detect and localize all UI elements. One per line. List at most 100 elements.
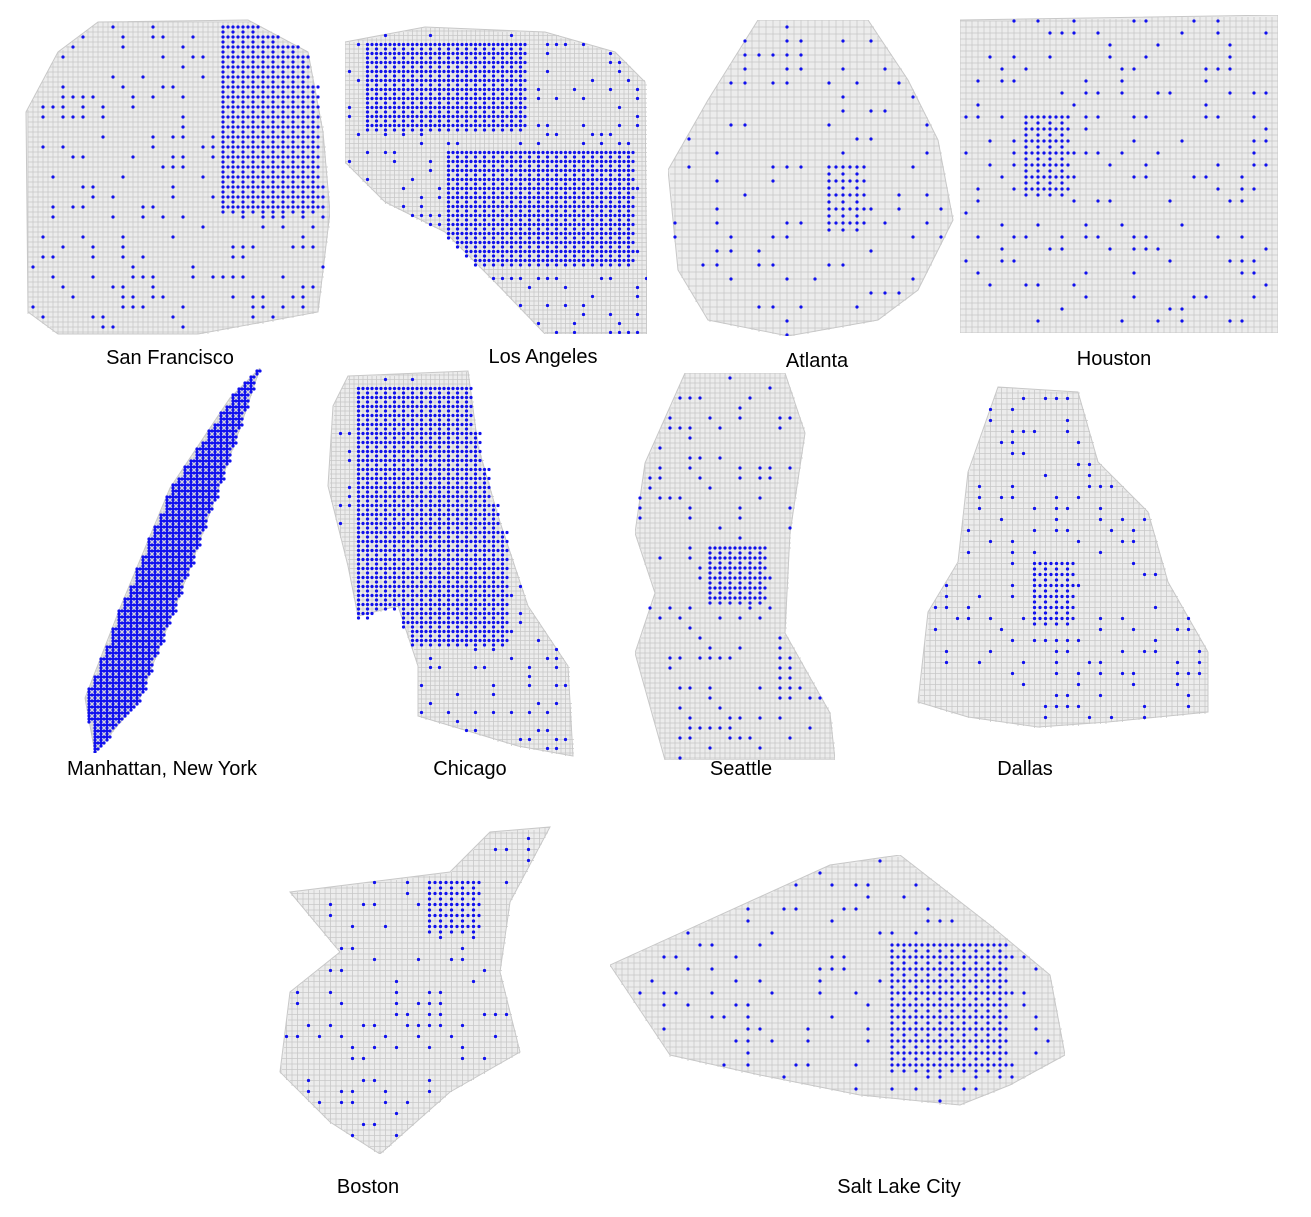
node-dot [608, 200, 613, 204]
node-dot [222, 411, 226, 415]
node-dot [147, 654, 151, 658]
node-dot [370, 60, 374, 65]
node-dot [415, 467, 419, 472]
node-dot [482, 490, 487, 494]
node-dot [93, 693, 97, 697]
node-dot [291, 90, 295, 94]
node-dot [1132, 67, 1136, 71]
node-dot [383, 56, 388, 60]
node-dot [102, 723, 106, 727]
node-dot [446, 413, 451, 418]
node-dot [687, 137, 691, 141]
node-dot [388, 413, 392, 418]
node-dot [162, 633, 166, 637]
node-dot [240, 387, 244, 391]
node-dot [410, 521, 415, 526]
node-dot [455, 123, 460, 128]
node-dot [509, 65, 514, 69]
node-dot [129, 657, 133, 661]
node-dot [356, 512, 361, 517]
node-dot [437, 476, 442, 481]
node-dot [785, 333, 789, 336]
node-dot [388, 593, 392, 598]
node-dot [491, 150, 496, 155]
node-dot [388, 395, 392, 400]
node-dot [451, 485, 455, 490]
node-dot [392, 413, 397, 418]
node-dot [129, 651, 133, 655]
node-dot [105, 657, 109, 661]
node-dot [785, 81, 789, 85]
node-dot [743, 39, 747, 43]
node-dot [198, 465, 202, 469]
node-dot [108, 705, 112, 709]
node-dot [428, 119, 433, 123]
node-dot [785, 319, 789, 323]
node-dot [581, 240, 586, 245]
node-dot [231, 95, 235, 99]
node-dot [177, 516, 181, 520]
node-dot [93, 726, 97, 730]
node-dot [226, 65, 230, 69]
node-dot [266, 75, 270, 79]
node-dot [177, 576, 181, 580]
node-dot [518, 78, 523, 83]
node-dot [301, 65, 305, 69]
node-dot [464, 593, 469, 598]
node-dot [469, 557, 473, 562]
node-dot [455, 209, 460, 213]
node-dot [469, 186, 473, 191]
node-dot [415, 96, 419, 101]
node-dot [306, 165, 310, 169]
node-dot [581, 200, 586, 204]
node-dot [505, 204, 509, 209]
node-dot [1216, 115, 1220, 119]
node-dot [1024, 193, 1028, 197]
node-dot [446, 386, 451, 391]
node-dot [147, 585, 151, 589]
node-dot [581, 218, 586, 222]
node-dot [446, 526, 451, 530]
node-dot [545, 303, 550, 308]
node-dot [500, 245, 505, 249]
node-dot [102, 669, 106, 673]
node-dot [383, 571, 388, 575]
node-dot [370, 96, 374, 101]
node-dot [301, 110, 305, 114]
node-dot [1240, 199, 1244, 203]
node-dot [446, 548, 451, 553]
node-dot [577, 195, 581, 200]
node-dot [523, 42, 527, 47]
node-dot [291, 115, 295, 119]
node-dot [410, 481, 415, 485]
node-dot [1024, 145, 1028, 149]
node-dot [153, 654, 157, 658]
node-dot [383, 377, 388, 382]
node-dot [388, 521, 392, 526]
node-dot [105, 684, 109, 688]
node-dot [478, 177, 482, 182]
node-dot [271, 70, 275, 74]
node-dot [296, 205, 300, 209]
node-dot [563, 42, 568, 47]
node-dot [527, 249, 532, 254]
node-dot [281, 130, 285, 134]
node-dot [505, 222, 509, 227]
node-dot [180, 543, 184, 547]
node-dot [162, 585, 166, 589]
node-dot [311, 200, 315, 204]
node-dot [183, 468, 187, 472]
node-dot [590, 195, 595, 200]
node-dot [446, 391, 451, 395]
node-dot [165, 609, 169, 613]
node-dot [189, 465, 193, 469]
node-dot [207, 501, 211, 505]
node-dot [120, 663, 124, 667]
node-dot [234, 399, 238, 403]
node-dot [446, 177, 451, 182]
node-dot [251, 85, 255, 89]
node-dot [541, 150, 545, 155]
node-dot [174, 531, 178, 535]
node-dot [135, 675, 139, 679]
node-dot [180, 495, 184, 499]
